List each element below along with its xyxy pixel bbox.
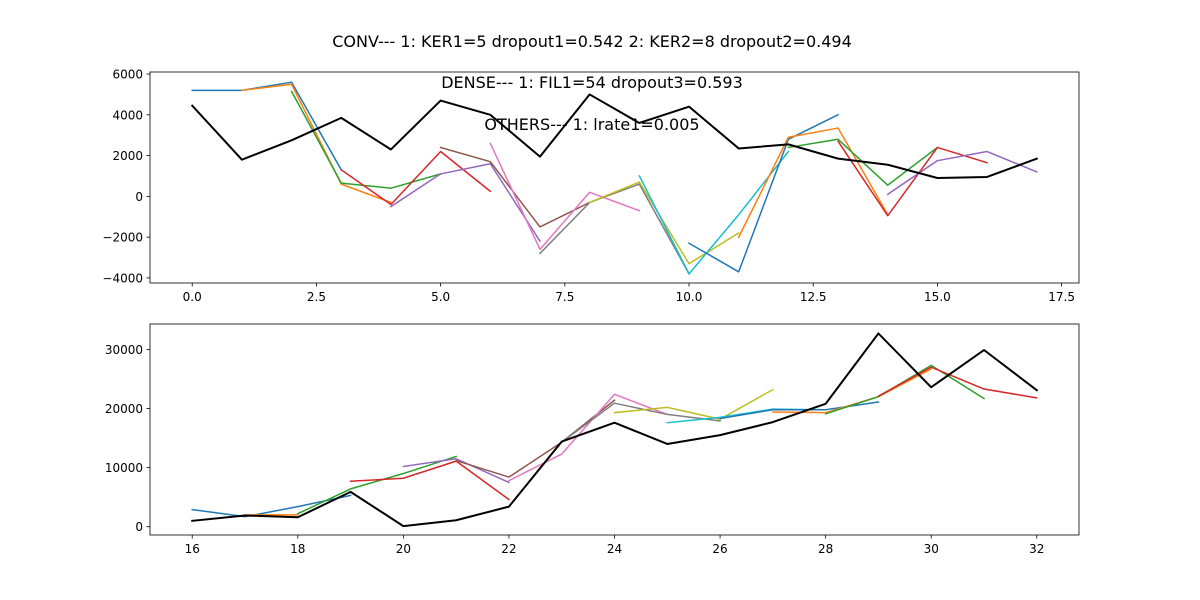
x-tick-label: 15.0 — [924, 290, 951, 304]
figure-title: CONV--- 1: KER1=5 dropout1=0.542 2: KER2… — [332, 32, 852, 51]
prediction-series-line — [455, 399, 616, 478]
x-tick-label: 18 — [290, 542, 305, 556]
y-tick-label: 0 — [135, 520, 143, 534]
y-tick-label: 20000 — [105, 402, 143, 416]
y-tick-label: 30000 — [105, 343, 143, 357]
x-tick-label: 2.5 — [307, 290, 326, 304]
prediction-series-line — [737, 127, 889, 239]
prediction-series-line — [588, 181, 740, 265]
prediction-series-line — [489, 142, 641, 251]
bottom-line-chart: 16 18 20 22 24 26 28 30 32 0 10000 20000 30000 — [105, 323, 1080, 556]
top-line-chart: 0.0 2.5 5.0 7.5 10.0 12.5 15.0 17.5 −4000 −2000 0 2… — [102, 68, 1080, 304]
axes-frame — [149, 71, 1080, 284]
x-tick-label: 28 — [818, 542, 833, 556]
x-tick-label: 30 — [924, 542, 939, 556]
x-tick-label: 16 — [185, 542, 200, 556]
x-tick-label: 32 — [1029, 542, 1044, 556]
prediction-series-line — [191, 81, 343, 171]
prediction-series-line — [687, 113, 840, 273]
y-tick-label: 0 — [135, 190, 143, 204]
x-tick-label: 0.0 — [183, 290, 202, 304]
dense-params-annotation: DENSE--- 1: FIL1=54 dropout3=0.593 — [441, 73, 743, 92]
x-tick-label: 20 — [396, 542, 411, 556]
x-tick-label: 24 — [607, 542, 622, 556]
x-tick-label: 7.5 — [555, 290, 574, 304]
x-tick-label: 17.5 — [1048, 290, 1075, 304]
prediction-series-line — [439, 146, 591, 228]
prediction-series-line — [402, 458, 510, 484]
prediction-series-line — [349, 460, 510, 501]
x-tick-label: 12.5 — [800, 290, 827, 304]
y-tick-label: 4000 — [112, 108, 143, 122]
prediction-series-line — [296, 455, 458, 515]
prediction-series-line — [507, 393, 669, 482]
y-tick-label: −4000 — [102, 271, 143, 285]
prediction-series-line — [886, 150, 1038, 196]
prediction-series-line — [290, 90, 442, 189]
x-tick-label: 26 — [712, 542, 727, 556]
prediction-series-line — [389, 162, 542, 243]
y-tick-label: −2000 — [102, 231, 143, 245]
y-tick-label: 2000 — [112, 149, 143, 163]
x-tick-label: 10.0 — [676, 290, 703, 304]
y-tick-label: 6000 — [112, 68, 143, 82]
actual-series-line — [191, 332, 1039, 528]
prediction-series-line — [340, 150, 492, 206]
prediction-series-line — [613, 388, 774, 420]
plot-area — [191, 332, 1039, 528]
y-tick-label: 10000 — [105, 461, 143, 475]
actual-series-line — [190, 93, 1039, 180]
others-params-annotation: OTHERS--- 1: lrate1=0.005 — [484, 115, 699, 134]
x-tick-label: 22 — [501, 542, 516, 556]
prediction-series-line — [241, 83, 392, 204]
prediction-series-line — [877, 366, 1038, 399]
prediction-series-line — [837, 140, 989, 217]
x-tick-label: 5.0 — [431, 290, 450, 304]
plot-area — [190, 81, 1039, 275]
prediction-series-line — [638, 150, 790, 275]
prediction-series-line — [560, 402, 721, 444]
prediction-series-line — [538, 183, 691, 275]
